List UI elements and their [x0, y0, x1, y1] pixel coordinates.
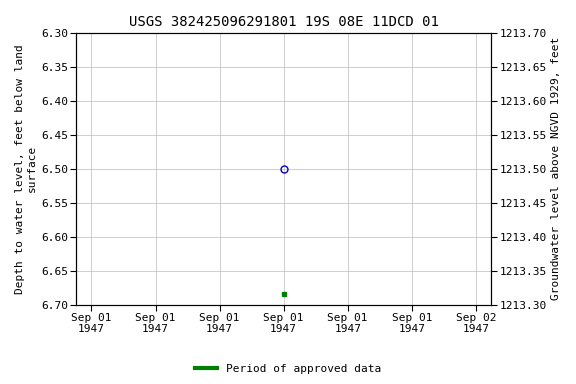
Y-axis label: Groundwater level above NGVD 1929, feet: Groundwater level above NGVD 1929, feet — [551, 37, 561, 300]
Y-axis label: Depth to water level, feet below land
surface: Depth to water level, feet below land su… — [15, 44, 37, 294]
Title: USGS 382425096291801 19S 08E 11DCD 01: USGS 382425096291801 19S 08E 11DCD 01 — [129, 15, 438, 29]
Legend: Period of approved data: Period of approved data — [191, 359, 385, 379]
